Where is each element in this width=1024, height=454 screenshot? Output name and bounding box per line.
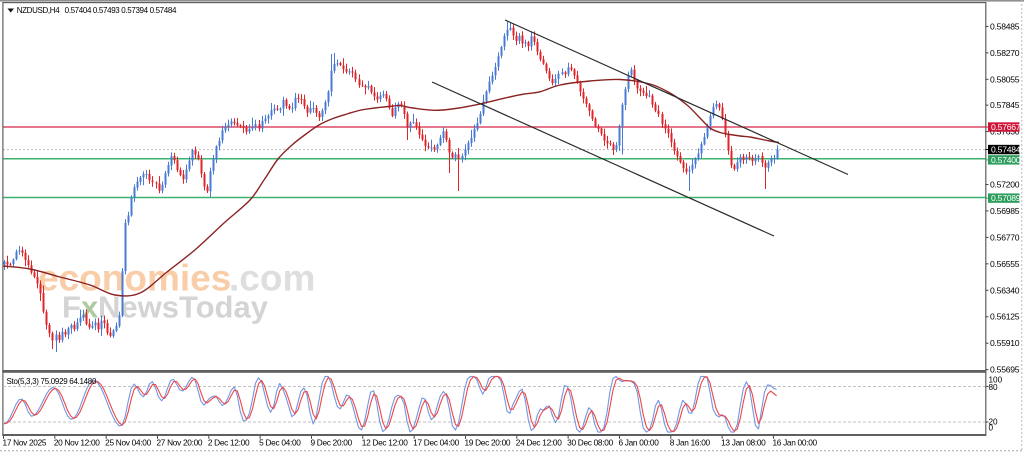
svg-text:25 Nov 04:00: 25 Nov 04:00 (105, 438, 151, 448)
svg-text:.com: .com (229, 258, 315, 299)
svg-text:economies: economies (38, 258, 231, 299)
svg-text:0.57845: 0.57845 (990, 100, 1020, 110)
svg-text:27 Nov 20:00: 27 Nov 20:00 (156, 438, 202, 448)
svg-text:80: 80 (989, 383, 999, 392)
svg-text:20 Nov 12:00: 20 Nov 12:00 (54, 438, 100, 448)
svg-text:100: 100 (989, 375, 1003, 384)
svg-text:0.57484: 0.57484 (991, 145, 1021, 155)
svg-text:0.56340: 0.56340 (990, 285, 1020, 295)
svg-text:17 Nov 2025: 17 Nov 2025 (3, 438, 47, 448)
svg-text:0.57089: 0.57089 (991, 193, 1021, 203)
svg-text:30 Dec 08:00: 30 Dec 08:00 (567, 438, 613, 448)
svg-text:0.57200: 0.57200 (990, 179, 1020, 189)
svg-text:6 Jan 00:00: 6 Jan 00:00 (618, 438, 659, 448)
svg-text:Sto(5,3,3) 75.0929 64.1480: Sto(5,3,3) 75.0929 64.1480 (7, 377, 97, 386)
svg-text:NewsToday: NewsToday (98, 290, 269, 325)
svg-text:2 Dec 12:00: 2 Dec 12:00 (208, 438, 250, 448)
svg-text:0.57667: 0.57667 (991, 122, 1021, 132)
svg-text:20: 20 (989, 418, 999, 427)
svg-text:9 Dec 20:00: 9 Dec 20:00 (310, 438, 352, 448)
svg-text:12 Dec 12:00: 12 Dec 12:00 (362, 438, 408, 448)
svg-text:17 Dec 04:00: 17 Dec 04:00 (413, 438, 459, 448)
svg-text:0: 0 (989, 424, 994, 433)
svg-text:0.56985: 0.56985 (990, 206, 1020, 216)
svg-text:13 Jan 08:00: 13 Jan 08:00 (721, 438, 766, 448)
svg-text:0.55695: 0.55695 (990, 365, 1020, 375)
svg-text:0.57400: 0.57400 (991, 155, 1021, 165)
svg-text:8 Jan 16:00: 8 Jan 16:00 (670, 438, 711, 448)
svg-text:0.56770: 0.56770 (990, 232, 1020, 242)
svg-text:5 Dec 04:00: 5 Dec 04:00 (259, 438, 301, 448)
svg-text:0.58055: 0.58055 (990, 74, 1020, 84)
svg-text:F: F (62, 290, 81, 325)
svg-text:0.58270: 0.58270 (990, 48, 1020, 58)
svg-text:0.56555: 0.56555 (990, 259, 1020, 269)
svg-text:24 Dec 12:00: 24 Dec 12:00 (516, 438, 562, 448)
svg-text:0.55910: 0.55910 (990, 338, 1020, 348)
svg-text:0.57404 0.57493 0.57394 0.5748: 0.57404 0.57493 0.57394 0.57484 (65, 6, 177, 15)
svg-text:16 Jan 00:00: 16 Jan 00:00 (772, 438, 817, 448)
svg-text:19 Dec 20:00: 19 Dec 20:00 (464, 438, 510, 448)
svg-text:0.58485: 0.58485 (990, 21, 1020, 31)
svg-text:NZDUSD,H4: NZDUSD,H4 (17, 6, 61, 15)
svg-text:0.56125: 0.56125 (990, 312, 1020, 322)
